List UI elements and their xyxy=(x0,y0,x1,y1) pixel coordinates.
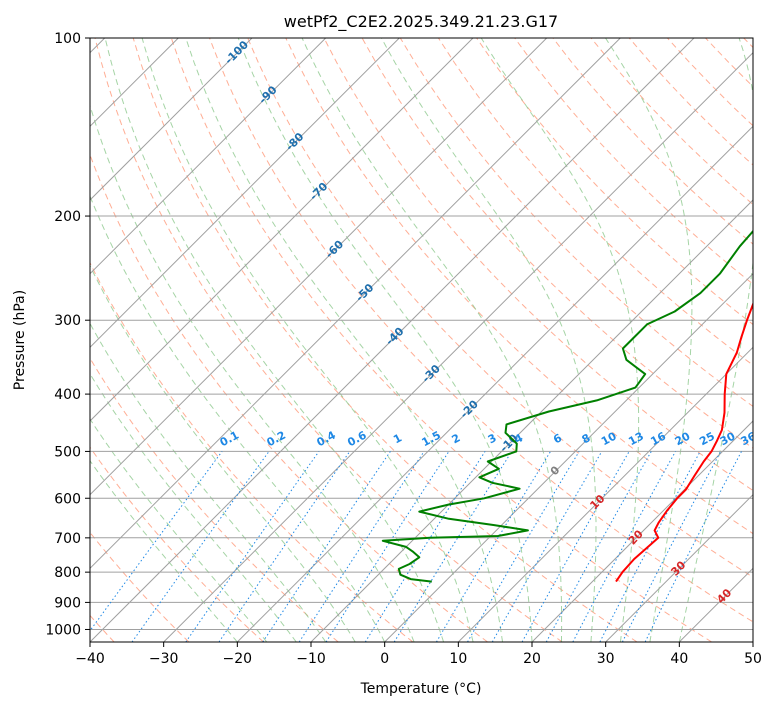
isotherm-line xyxy=(90,38,400,349)
mixing-ratio-line xyxy=(521,451,630,642)
moist-adiabat-line xyxy=(605,38,693,642)
y-axis-label: Pressure (hPa) xyxy=(12,290,28,390)
x-tick-label: 30 xyxy=(597,651,615,667)
mixing-ratio-label: 13 xyxy=(626,430,646,449)
mixing-ratio-label: 20 xyxy=(673,429,693,448)
isotherm-line xyxy=(90,38,548,496)
moist-adiabat-line xyxy=(141,38,474,642)
isotherm-line xyxy=(531,420,753,642)
dry-adiabat-line xyxy=(132,38,638,642)
isotherm-line xyxy=(163,51,753,642)
y-tick-label: 900 xyxy=(54,595,81,611)
plot-area: -100-90-80-70-60-50-40-30-20-10010203040… xyxy=(90,38,759,642)
isotherm-line xyxy=(90,38,327,275)
moist-adiabat-line xyxy=(185,38,503,642)
moist-adiabat-line xyxy=(104,38,445,642)
axes: −40 −30 −20 −10 0 10 20 30 40 50 100 200 300 400 500 60… xyxy=(45,31,762,667)
mixing-ratio-line xyxy=(298,451,425,642)
x-tick-label: −30 xyxy=(149,651,179,667)
mixing-ratio-line xyxy=(131,451,270,642)
dry-adiabats xyxy=(90,38,753,642)
chart-title: wetPf2_C2E2.2025.349.21.23.G17 xyxy=(284,12,558,32)
y-tick-label: 100 xyxy=(54,31,81,47)
dry-adiabat-line xyxy=(476,38,753,326)
dry-adiabat-line xyxy=(90,357,339,642)
isotherm-line xyxy=(90,38,253,201)
mixing-ratio-label: 25 xyxy=(697,430,717,449)
x-tick-label: 10 xyxy=(449,651,467,667)
dry-adiabat-line xyxy=(514,38,753,285)
isotherm-line xyxy=(310,199,753,642)
mixing-ratio-line xyxy=(621,451,722,642)
skewed-isotherms xyxy=(90,38,753,642)
moist-adiabat-line xyxy=(90,322,327,642)
isotherm-line xyxy=(384,272,753,642)
moist-adiabat-line xyxy=(90,372,297,642)
x-axis-label: Temperature (°C) xyxy=(360,681,482,697)
mixing-ratio-line xyxy=(90,451,223,632)
mixing-ratio-line xyxy=(644,451,742,642)
x-tick-label: 40 xyxy=(670,651,688,667)
plot-frame xyxy=(89,37,754,643)
x-tick-label: 0 xyxy=(380,651,389,667)
mixing-ratio-line xyxy=(325,451,450,642)
dry-adiabat-line xyxy=(170,38,712,642)
moist-adiabat-line xyxy=(90,194,386,642)
dry-adiabat-line xyxy=(247,38,753,578)
y-tick-label: 1000 xyxy=(45,622,81,638)
y-tick-label: 200 xyxy=(54,209,81,225)
moist-adiabat-line xyxy=(90,418,268,642)
x-tick-label: −10 xyxy=(296,651,326,667)
x-tick-label: −40 xyxy=(75,651,105,667)
y-tick-label: 800 xyxy=(54,565,81,581)
dewpoint-profile-line xyxy=(381,229,753,583)
dry-adiabat-line xyxy=(285,38,753,535)
mixing-ratio-line xyxy=(185,451,320,642)
profile-series xyxy=(381,229,753,583)
mixing-ratio-line xyxy=(545,451,652,642)
y-tick-label: 700 xyxy=(54,531,81,547)
moist-adiabat-line xyxy=(678,38,753,642)
mixing-ratio-line xyxy=(572,451,676,642)
mixing-ratio-label: 36 xyxy=(739,429,759,448)
moist-adiabat-line xyxy=(480,38,640,642)
mixing-ratio-label: 10 xyxy=(599,429,619,448)
moist-adiabat-line xyxy=(380,38,597,642)
x-tick-label: 50 xyxy=(744,651,762,667)
x-tick-label: −20 xyxy=(223,651,253,667)
dry-adiabat-line xyxy=(90,446,264,642)
moist-adiabat-line xyxy=(90,103,415,642)
moist-adiabat-line xyxy=(237,38,533,642)
dry-adiabat-line xyxy=(323,38,753,492)
mixing-ratio-line xyxy=(218,451,351,642)
isotherm-line xyxy=(605,493,753,642)
isotherm-line xyxy=(90,38,474,422)
mixing-ratio-label: 16 xyxy=(648,429,668,448)
dry-adiabat-line xyxy=(90,261,414,642)
dry-adiabat-line xyxy=(209,38,753,623)
y-tick-label: 600 xyxy=(54,491,81,507)
moist-adiabat-line xyxy=(301,38,563,642)
mixing-ratio-lines xyxy=(90,451,742,642)
mixing-ratio-label: 30 xyxy=(718,429,738,448)
x-tick-label: 20 xyxy=(523,651,541,667)
isotherm-line xyxy=(90,38,695,642)
y-tick-label: 300 xyxy=(54,313,81,329)
moist-adiabat-line xyxy=(90,459,238,642)
y-tick-label: 500 xyxy=(54,444,81,460)
mixing-ratio-line xyxy=(393,451,513,642)
isotherm-line xyxy=(236,125,753,642)
moist-adiabat-line xyxy=(90,264,356,642)
temperature-profile-line xyxy=(615,301,753,583)
isotherm-line xyxy=(457,346,753,642)
y-tick-label: 400 xyxy=(54,387,81,403)
dry-adiabat-line xyxy=(94,38,563,642)
moist-adiabats xyxy=(90,38,753,642)
mixing-ratio-line xyxy=(262,451,391,642)
isotherm-line xyxy=(90,38,621,570)
